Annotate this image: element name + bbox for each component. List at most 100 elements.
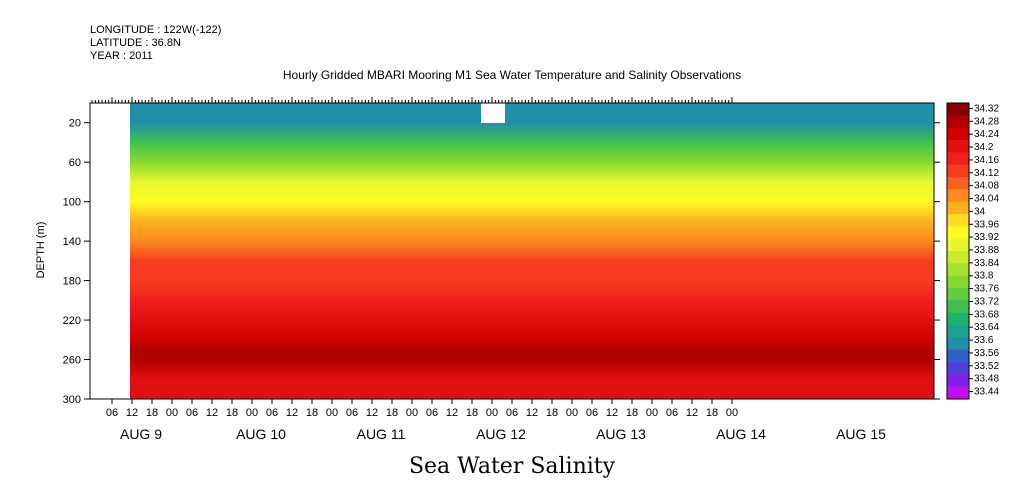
x-tick-label: 18: [146, 407, 158, 419]
colorbar-swatch: [947, 275, 969, 289]
colorbar-swatch: [947, 312, 969, 326]
colorbar-label: 33.72: [974, 296, 999, 307]
missing-data-box: [481, 103, 505, 123]
x-tick-label: 00: [726, 407, 738, 419]
date-label: AUG 11: [357, 426, 406, 442]
date-label: AUG 13: [596, 426, 646, 442]
colorbar-label: 33.56: [974, 348, 999, 359]
colorbar-label: 33.64: [974, 322, 999, 333]
colorbar-label: 33.6: [974, 335, 994, 346]
x-tick-label: 12: [526, 407, 538, 419]
x-tick-label: 06: [346, 407, 358, 419]
x-tick-label: 18: [306, 407, 318, 419]
colorbar-label: 33.88: [974, 245, 999, 256]
colorbar-label: 34.24: [974, 129, 999, 140]
colorbar-label: 33.68: [974, 309, 999, 320]
colorbar-swatch: [947, 127, 969, 141]
x-tick-label: 06: [186, 407, 198, 419]
colorbar-swatch: [947, 238, 969, 252]
x-tick-label: 06: [426, 407, 438, 419]
year-label: YEAR : 2011: [90, 50, 153, 62]
colorbar-label: 33.52: [974, 361, 999, 372]
colorbar-label: 33.48: [974, 374, 999, 385]
x-tick-label: 18: [226, 407, 238, 419]
colorbar-swatch: [947, 177, 969, 190]
y-tick-label: 300: [63, 394, 81, 406]
date-label: AUG 9: [120, 426, 162, 442]
colorbar-swatch: [947, 103, 969, 116]
y-tick-label: 60: [69, 157, 81, 169]
date-label: AUG 10: [236, 426, 286, 442]
colorbar-label: 33.44: [974, 387, 999, 398]
colorbar-label: 33.84: [974, 258, 999, 269]
x-tick-label: 18: [546, 407, 558, 419]
longitude-label: LONGITUDE : 122W(-122): [90, 24, 222, 36]
colorbar-swatch: [947, 337, 969, 351]
colorbar-label: 33.92: [974, 232, 999, 243]
colorbar-swatch: [947, 115, 969, 129]
x-tick-label: 00: [246, 407, 258, 419]
x-tick-label: 06: [106, 407, 118, 419]
x-tick-label: 12: [286, 407, 298, 419]
colorbar-swatch: [947, 362, 969, 375]
x-tick-label: 12: [366, 407, 378, 419]
x-tick-label: 06: [266, 407, 278, 419]
colorbar-swatch: [947, 201, 969, 215]
x-tick-label: 12: [126, 407, 138, 419]
colorbar-label: 34.2: [974, 142, 994, 153]
colorbar-swatch: [947, 164, 969, 178]
x-tick-label: 12: [446, 407, 458, 419]
colorbar-label: 34.32: [974, 103, 999, 114]
x-tick-label: 00: [326, 407, 338, 419]
y-tick-label: 20: [69, 118, 81, 130]
x-tick-label: 06: [506, 407, 518, 419]
date-label: AUG 12: [476, 426, 526, 442]
colorbar-swatch: [947, 226, 969, 240]
colorbar-swatch: [947, 325, 969, 338]
colorbar-swatch: [947, 214, 969, 227]
y-tick-label: 100: [63, 197, 81, 209]
salinity-field: [130, 103, 934, 399]
colorbar-label: 34.08: [974, 181, 999, 192]
colorbar-label: 34.28: [974, 116, 999, 127]
colorbar-swatch: [947, 386, 969, 400]
x-tick-label: 12: [206, 407, 218, 419]
colorbar-swatch: [947, 374, 969, 388]
y-axis-label: DEPTH (m): [35, 222, 47, 279]
y-tick-label: 260: [63, 355, 81, 367]
y-tick-label: 140: [63, 236, 81, 248]
colorbar-label: 33.8: [974, 271, 994, 282]
x-tick-label: 06: [586, 407, 598, 419]
x-tick-label: 18: [466, 407, 478, 419]
x-tick-label: 12: [606, 407, 618, 419]
colorbar-swatch: [947, 189, 969, 203]
colorbar-swatch: [947, 152, 969, 166]
date-label: AUG 15: [836, 426, 886, 442]
x-tick-label: 00: [486, 407, 498, 419]
y-tick-label: 220: [63, 315, 81, 327]
x-tick-label: 00: [566, 407, 578, 419]
colorbar-swatch: [947, 263, 969, 277]
x-tick-label: 18: [386, 407, 398, 419]
x-tick-label: 06: [666, 407, 678, 419]
chart-title: Hourly Gridded MBARI Mooring M1 Sea Wate…: [282, 68, 742, 82]
x-tick-label: 18: [626, 407, 638, 419]
colorbar-label: 33.96: [974, 219, 999, 230]
colorbar-swatch: [947, 251, 969, 264]
bottom-title: Sea Water Salinity: [408, 454, 616, 479]
x-tick-label: 00: [406, 407, 418, 419]
colorbar-swatch: [947, 349, 969, 363]
colorbar-swatch: [947, 288, 969, 301]
x-tick-label: 00: [166, 407, 178, 419]
latitude-label: LATITUDE : 36.8N: [90, 37, 181, 49]
x-tick-label: 12: [686, 407, 698, 419]
colorbar-label: 34.16: [974, 155, 999, 166]
x-tick-label: 00: [646, 407, 658, 419]
colorbar-swatch: [947, 140, 969, 153]
x-tick-label: 18: [706, 407, 718, 419]
colorbar-frame: [946, 102, 970, 400]
colorbar-swatch: [947, 300, 969, 314]
y-tick-label: 180: [63, 276, 81, 288]
colorbar-label: 34: [974, 206, 986, 217]
